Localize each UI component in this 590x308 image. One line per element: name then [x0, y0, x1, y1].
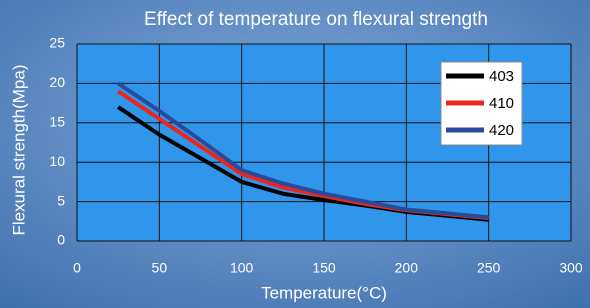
y-tick-label: 25 [49, 35, 65, 51]
legend-label: 410 [489, 95, 514, 112]
x-tick-label: 100 [230, 260, 254, 276]
y-tick-label: 5 [57, 192, 65, 208]
y-axis-title: Flexural strength(Mpa) [9, 64, 28, 235]
x-tick-label: 150 [312, 260, 336, 276]
legend-label: 420 [489, 122, 514, 139]
x-tick-label: 50 [152, 260, 168, 276]
y-tick-label: 20 [49, 74, 65, 90]
x-tick-label: 300 [559, 260, 583, 276]
x-tick-label: 250 [477, 260, 501, 276]
y-tick-label: 10 [49, 153, 65, 169]
chart-title: Effect of temperature on flexural streng… [144, 9, 488, 30]
x-tick-label: 200 [395, 260, 419, 276]
x-axis-title: Temperature(°C) [261, 283, 387, 302]
legend-label: 403 [489, 68, 514, 85]
y-tick-label: 15 [49, 114, 65, 130]
chart: Effect of temperature on flexural streng… [0, 0, 590, 308]
x-tick-label: 0 [73, 260, 81, 276]
y-tick-label: 0 [57, 232, 65, 248]
